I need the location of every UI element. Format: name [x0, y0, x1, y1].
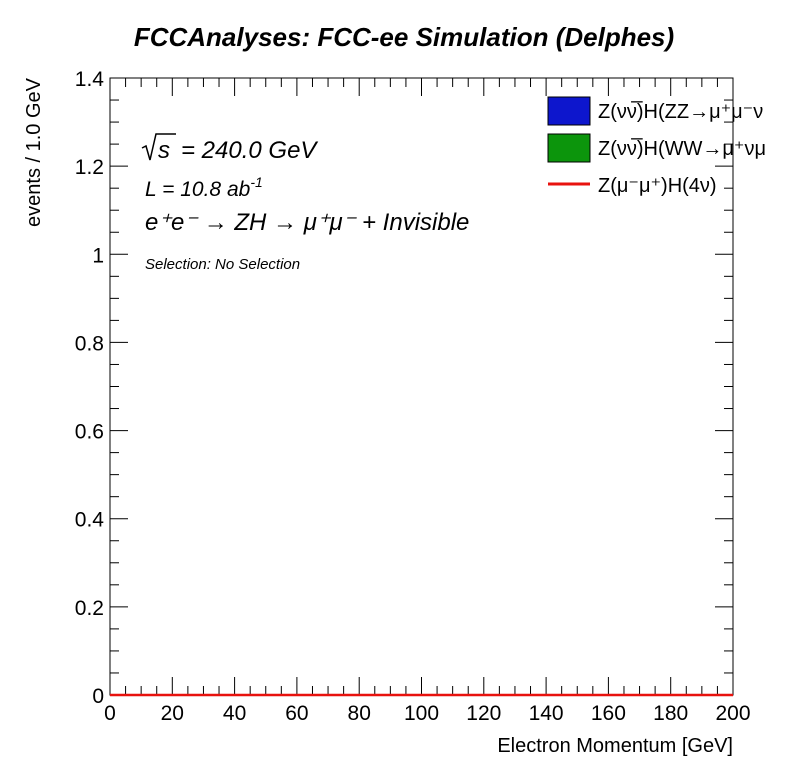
y-tick-label: 0.4 [75, 509, 105, 532]
annotation-energy-s: s [158, 137, 170, 164]
legend: Z(νν̅)H(ZZ→μ⁺μ⁻ν Z(νν̅)H(WW→μ⁺νμ Z(μ⁻μ⁺)H(… [547, 96, 766, 197]
x-tick-label: 180 [653, 702, 688, 725]
x-axis-tick-labels: 0 20 40 60 80 100 120 140 160 180 200 [104, 702, 750, 725]
annotation-luminosity-main: L = 10.8 ab [145, 178, 251, 201]
x-tick-label: 20 [161, 702, 184, 725]
x-tick-label: 140 [529, 702, 564, 725]
x-tick-label: 80 [348, 702, 371, 725]
chart-title: FCCAnalyses: FCC-ee Simulation (Delphes) [134, 22, 674, 52]
x-axis-ticks [109, 78, 734, 695]
x-tick-label: 0 [104, 702, 116, 725]
y-tick-label: 1.4 [75, 68, 105, 91]
y-tick-label: 1.2 [75, 156, 104, 179]
x-tick-label: 120 [466, 702, 501, 725]
legend-entry-3: Z(μ⁻μ⁺)H(4ν) [548, 175, 717, 197]
legend-swatch [547, 133, 591, 163]
y-axis-label: events / 1.0 GeV [23, 77, 45, 227]
y-tick-label: 1 [92, 244, 104, 267]
legend-entry-2: Z(νν̅)H(WW→μ⁺νμ [547, 133, 766, 163]
annotation-selection: Selection: No Selection [145, 256, 300, 273]
legend-entry-1: Z(νν̅)H(ZZ→μ⁺μ⁻ν [547, 96, 763, 126]
y-tick-label: 0.2 [75, 597, 104, 620]
annotation-process: e⁺e⁻ → ZH → μ⁺μ⁻ + Invisible [145, 209, 469, 236]
y-axis-tick-labels: 0 0.2 0.4 0.6 0.8 1 1.2 1.4 [75, 68, 105, 708]
x-axis-label: Electron Momentum [GeV] [497, 735, 733, 757]
legend-label: Z(μ⁻μ⁺)H(4ν) [598, 175, 717, 197]
y-tick-label: 0 [92, 685, 104, 708]
annotation-energy: s = 240.0 GeV [141, 133, 318, 164]
x-tick-label: 160 [591, 702, 626, 725]
x-tick-label: 60 [285, 702, 308, 725]
annotation-energy-value: = 240.0 GeV [181, 137, 318, 164]
annotation-luminosity-exp: -1 [250, 174, 262, 190]
legend-label: Z(νν̅)H(WW→μ⁺νμ [598, 137, 766, 160]
annotation-luminosity: L = 10.8 ab-1 [145, 174, 263, 201]
x-tick-label: 100 [404, 702, 439, 725]
y-tick-label: 0.6 [75, 421, 104, 444]
y-tick-label: 0.8 [75, 332, 104, 355]
legend-label: Z(νν̅)H(ZZ→μ⁺μ⁻ν [598, 100, 763, 123]
x-tick-label: 40 [223, 702, 246, 725]
plot-frame [109, 77, 734, 696]
legend-swatch [547, 96, 591, 126]
sqrt-symbol [141, 133, 176, 161]
y-axis-ticks [110, 77, 733, 696]
x-tick-label: 200 [715, 702, 750, 725]
